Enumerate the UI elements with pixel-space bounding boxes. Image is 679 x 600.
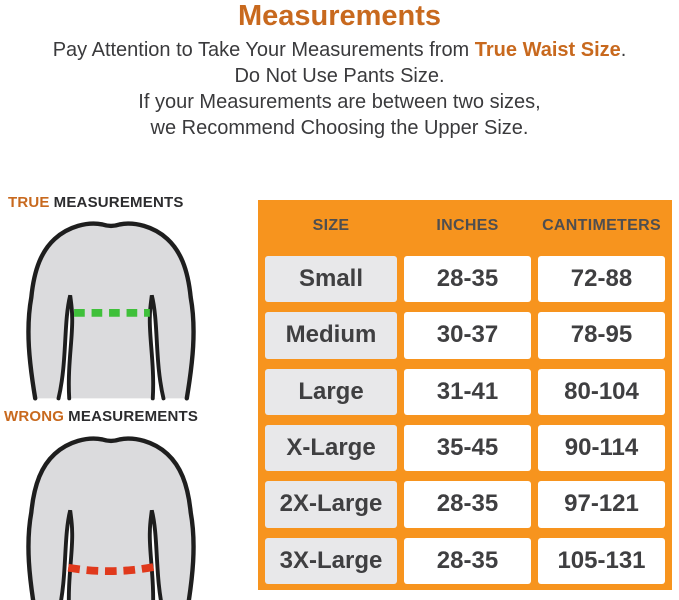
cm-cell: 78-95 xyxy=(538,312,665,359)
column-header-size: SIZE xyxy=(312,217,350,234)
inches-cell: 31-41 xyxy=(404,368,531,415)
inches-cell: 28-35 xyxy=(404,256,531,303)
intro-text: Pay Attention to Take Your Measurements … xyxy=(0,37,679,141)
size-cell: Small xyxy=(265,256,397,303)
right-inner-outline xyxy=(147,294,166,401)
intro-line-1-suffix: . xyxy=(620,39,627,61)
size-cell: Large xyxy=(265,368,397,415)
column-header-inches: INCHES xyxy=(436,217,499,234)
intro-line-1: Pay Attention to Take Your Measurements … xyxy=(0,37,679,63)
inches-cell: 30-37 xyxy=(404,312,531,359)
inches-cell: 28-35 xyxy=(404,481,531,528)
cm-cell: 80-104 xyxy=(538,368,665,415)
size-cell: 2X-Large xyxy=(265,481,397,528)
wrong-label-rest: MEASUREMENTS xyxy=(68,408,199,425)
true-torso-illustration xyxy=(26,221,196,401)
wrong-measurements-label: WRONG MEASUREMENTS xyxy=(4,408,198,425)
size-chart-table: SIZE INCHES CANTIMETERS Small 28-35 72-8… xyxy=(258,200,672,590)
hip-measure-line-red xyxy=(67,561,161,576)
true-measurements-label: TRUE MEASUREMENTS xyxy=(8,194,184,211)
wrong-torso-illustration xyxy=(8,430,214,600)
left-inner-outline xyxy=(56,294,75,401)
torso-outline xyxy=(26,221,196,401)
inches-cell: 35-45 xyxy=(404,424,531,472)
intro-line-4: we Recommend Choosing the Upper Size. xyxy=(150,117,529,139)
page-title: Measurements xyxy=(237,0,442,32)
size-cell: 3X-Large xyxy=(265,537,397,584)
true-label-highlight: TRUE xyxy=(8,194,50,211)
true-waist-size-highlight: True Waist Size xyxy=(474,39,621,61)
true-label-rest: MEASUREMENTS xyxy=(53,194,184,211)
column-header-centimeters: CANTIMETERS xyxy=(542,217,661,234)
intro-line-2: Do Not Use Pants Size. xyxy=(234,65,445,87)
cm-cell: 97-121 xyxy=(538,481,665,528)
inches-cell: 28-35 xyxy=(404,537,531,584)
size-cell: Medium xyxy=(265,312,397,359)
size-cell: X-Large xyxy=(265,424,397,472)
intro-line-3: If your Measurements are between two siz… xyxy=(138,91,541,113)
cm-cell: 105-131 xyxy=(538,537,665,584)
cm-cell: 90-114 xyxy=(538,424,665,472)
intro-line-1-prefix: Pay Attention to Take Your Measurements … xyxy=(52,39,475,61)
cm-cell: 72-88 xyxy=(538,256,665,303)
torso-shape-copy xyxy=(28,439,193,600)
wrong-label-highlight: WRONG xyxy=(4,408,65,425)
